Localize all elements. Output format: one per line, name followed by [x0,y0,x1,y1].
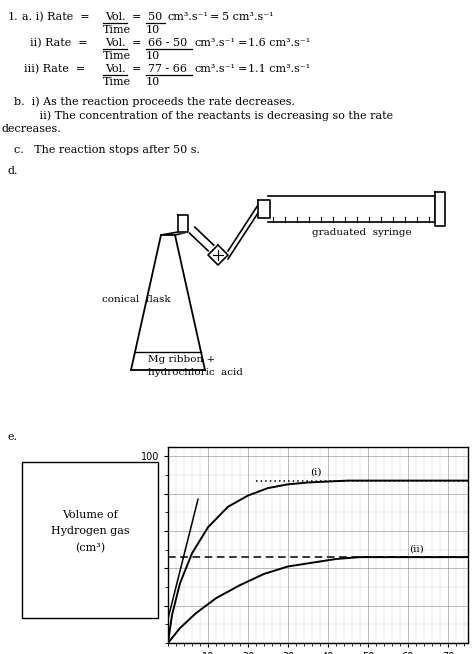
Text: c.   The reaction stops after 50 s.: c. The reaction stops after 50 s. [14,145,200,155]
Text: graduated  syringe: graduated syringe [312,228,411,237]
Text: =: = [132,64,141,74]
Text: Volume of
Hydrogen gas
(cm³): Volume of Hydrogen gas (cm³) [51,510,129,553]
Text: conical  flask: conical flask [102,295,171,304]
Text: Mg ribbon +: Mg ribbon + [148,355,215,364]
Text: hydrochloric  acid: hydrochloric acid [148,368,243,377]
Polygon shape [258,200,270,218]
Text: cm³.s⁻¹: cm³.s⁻¹ [195,64,236,74]
Text: 5 cm³.s⁻¹: 5 cm³.s⁻¹ [222,12,273,22]
Text: d.: d. [8,166,18,176]
Text: Time: Time [103,77,131,87]
Text: =: = [238,64,247,74]
Text: ii) Rate  =: ii) Rate = [30,38,88,48]
Text: (i): (i) [310,468,322,477]
Text: 1.1 cm³.s⁻¹: 1.1 cm³.s⁻¹ [248,64,310,74]
Text: Vol.: Vol. [105,64,126,74]
Text: 66 - 50: 66 - 50 [148,38,187,48]
Text: (ii): (ii) [409,544,423,553]
FancyBboxPatch shape [22,462,158,618]
Text: cm³.s⁻¹: cm³.s⁻¹ [195,38,236,48]
Text: a. i) Rate  =: a. i) Rate = [22,12,90,22]
Polygon shape [178,215,188,232]
Polygon shape [208,245,228,265]
Text: decreases.: decreases. [2,124,62,134]
Text: iii) Rate  =: iii) Rate = [24,64,85,75]
Text: Time: Time [103,51,131,61]
Text: =: = [132,38,141,48]
Text: Vol.: Vol. [105,38,126,48]
Text: =: = [238,38,247,48]
Polygon shape [435,192,445,226]
Text: b.  i) As the reaction proceeds the rate decreases.: b. i) As the reaction proceeds the rate … [14,96,295,107]
Text: Vol.: Vol. [105,12,126,22]
Text: =: = [210,12,219,22]
Text: cm³.s⁻¹: cm³.s⁻¹ [168,12,209,22]
Text: 1.: 1. [8,12,18,22]
Text: 10: 10 [146,25,160,35]
Text: e.: e. [8,432,18,442]
Polygon shape [131,235,205,370]
Text: 10: 10 [146,51,160,61]
Text: 77 - 66: 77 - 66 [148,64,187,74]
Text: 50: 50 [148,12,162,22]
Text: 1.6 cm³.s⁻¹: 1.6 cm³.s⁻¹ [248,38,310,48]
Text: ii) The concentration of the reactants is decreasing so the rate: ii) The concentration of the reactants i… [22,110,393,120]
Text: 10: 10 [146,77,160,87]
Text: =: = [132,12,141,22]
Polygon shape [268,196,435,222]
Text: Time: Time [103,25,131,35]
